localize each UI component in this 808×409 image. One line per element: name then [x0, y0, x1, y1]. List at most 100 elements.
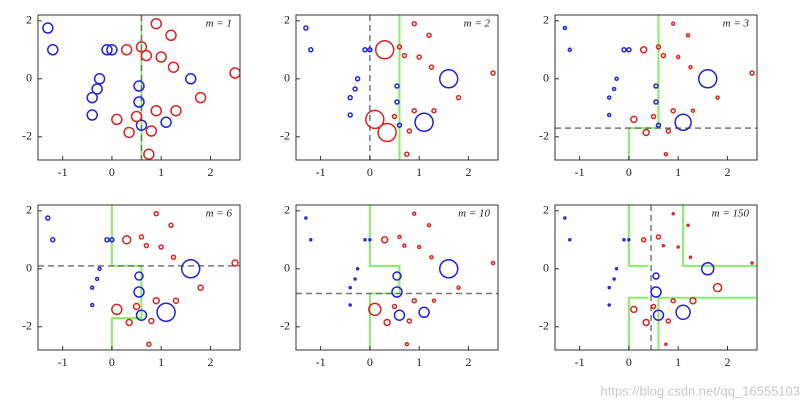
point	[231, 259, 239, 267]
y-tick-label: -2	[280, 129, 290, 143]
point	[109, 237, 115, 243]
point	[563, 216, 567, 220]
point	[368, 238, 372, 242]
y-tick-label: -2	[22, 319, 32, 333]
decision-boundary	[110, 205, 143, 350]
point	[367, 47, 373, 53]
point	[411, 211, 417, 216]
x-tick-label: -1	[575, 165, 585, 179]
point	[123, 126, 135, 139]
point	[670, 107, 676, 114]
point	[394, 99, 400, 105]
point	[396, 44, 403, 50]
point	[391, 113, 398, 120]
point	[660, 52, 667, 59]
point	[416, 244, 422, 250]
point	[86, 91, 98, 104]
point	[365, 109, 385, 130]
point	[45, 215, 51, 221]
frame	[295, 204, 499, 351]
point	[121, 235, 132, 245]
point	[612, 277, 616, 281]
decision-boundary	[627, 296, 649, 350]
point	[135, 41, 148, 53]
point	[411, 107, 417, 114]
point	[426, 223, 432, 228]
point	[614, 267, 619, 271]
point	[401, 52, 408, 59]
point	[438, 69, 459, 89]
point	[167, 61, 180, 73]
point	[111, 113, 123, 126]
x-tick-label: 0	[109, 355, 115, 369]
point	[304, 216, 308, 220]
point	[170, 254, 177, 260]
point	[562, 25, 568, 31]
point	[655, 234, 662, 240]
point	[428, 64, 435, 70]
panel-title: m = 3	[723, 18, 750, 30]
point	[652, 272, 660, 280]
point	[697, 69, 718, 89]
point	[143, 148, 155, 160]
x-tick-label: 1	[158, 355, 164, 369]
y-tick-label: 2	[26, 13, 32, 27]
point	[130, 110, 143, 123]
frame	[37, 14, 241, 161]
point	[42, 22, 54, 34]
point	[133, 96, 145, 108]
point	[688, 255, 693, 259]
x-tick-label: 0	[626, 165, 632, 179]
panel-title: m = 6	[206, 208, 233, 220]
point	[150, 17, 162, 30]
point	[146, 341, 152, 347]
y-tick-label: 2	[284, 13, 290, 27]
point	[650, 286, 662, 298]
y-tick-label: -2	[22, 129, 32, 143]
point	[676, 245, 680, 249]
point	[347, 112, 353, 118]
y-tick-label: 0	[26, 261, 32, 275]
point	[229, 67, 240, 79]
x-tick-label: 2	[207, 165, 213, 179]
x-tick-label: -1	[316, 165, 326, 179]
decision-boundary	[368, 205, 401, 350]
point	[652, 309, 665, 321]
point	[347, 94, 353, 101]
point	[104, 237, 110, 243]
y-tick-label: 2	[284, 203, 290, 217]
point	[655, 44, 662, 50]
point	[606, 95, 612, 100]
watermark: https://blog.csdn.net/qq_16555103	[601, 383, 801, 398]
point	[397, 234, 402, 240]
point	[402, 243, 407, 248]
point	[607, 303, 611, 307]
point	[456, 285, 461, 290]
point	[143, 242, 150, 249]
point	[674, 113, 692, 132]
y-tick-label: 0	[284, 261, 290, 275]
point	[309, 238, 313, 242]
point	[138, 234, 145, 240]
panel-title: m = 2	[464, 18, 491, 30]
point	[653, 83, 659, 89]
point	[663, 151, 669, 157]
point	[47, 44, 59, 56]
point	[438, 259, 459, 279]
panel-title: m = 1	[206, 18, 232, 30]
plot	[42, 15, 240, 160]
point	[50, 237, 56, 243]
point	[406, 318, 413, 324]
point	[168, 222, 174, 229]
frame	[37, 204, 241, 351]
point	[180, 259, 201, 279]
point	[426, 32, 432, 39]
y-tick-label: 2	[26, 203, 32, 217]
point	[89, 285, 95, 290]
point	[685, 33, 691, 38]
point	[392, 271, 402, 281]
point	[700, 262, 715, 276]
point	[111, 303, 123, 316]
point	[133, 286, 145, 298]
